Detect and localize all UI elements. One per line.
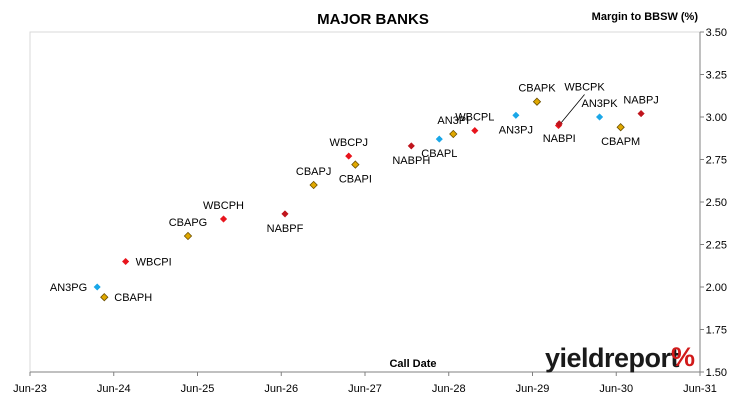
- y-tick-label: 3.25: [706, 70, 727, 82]
- leader-line-wbcpk: [560, 94, 585, 124]
- data-label-an3pi: AN3PI: [437, 115, 469, 127]
- chart-title: MAJOR BANKS: [317, 11, 429, 28]
- data-point-cbapm: [616, 123, 625, 132]
- axes-group: 1.50 1.75 2.00 2.25 2.50 2.75 3.00 3.25 3.50 Jun-…: [13, 27, 727, 395]
- x-tick-label: Jun-31: [683, 383, 717, 395]
- data-label-an3pg: AN3PG: [50, 282, 87, 294]
- y-tick-label: 2.00: [706, 282, 727, 294]
- x-tick-label: Jun-29: [516, 383, 550, 395]
- data-point-cbaph: [100, 293, 109, 302]
- data-label-wbcph: WBCPH: [203, 200, 244, 212]
- y-tick-label: 2.50: [706, 197, 727, 209]
- data-label-wbcpj: WBCPJ: [329, 137, 368, 149]
- data-point-an3pj: [512, 111, 520, 119]
- data-point-an3pi: [449, 129, 458, 139]
- data-label-nabpj: NABPJ: [623, 95, 658, 107]
- x-axis-label: Call Date: [389, 358, 436, 370]
- leader-lines-group: [560, 94, 585, 124]
- data-point-nabpj: [637, 109, 645, 118]
- data-label-cbapl: CBAPL: [421, 148, 457, 160]
- data-point-cbapi: [351, 160, 360, 169]
- x-tick-label: Jun-24: [97, 383, 131, 395]
- logo-percent-symbol: %: [671, 342, 695, 372]
- y-tick-label: 2.75: [706, 155, 727, 167]
- data-label-cbapi: CBAPI: [339, 174, 372, 186]
- y-tick-label: 1.50: [706, 367, 727, 379]
- data-point-nabpi: [555, 120, 563, 128]
- x-tick-label: Jun-27: [348, 383, 382, 395]
- yieldreport-logo: yieldreport %: [545, 342, 695, 373]
- data-point-wbcpl: [471, 126, 479, 135]
- data-point-cbapl: [435, 135, 443, 143]
- x-tick-label: Jun-30: [599, 383, 633, 395]
- x-tick-label: Jun-25: [181, 383, 215, 395]
- data-label-cbapk: CBAPK: [518, 83, 556, 95]
- data-point-wbcph: [219, 215, 228, 223]
- data-point-nabph: [407, 142, 415, 150]
- data-label-nabpi: NABPI: [543, 133, 576, 145]
- data-label-nabpf: NABPF: [267, 223, 304, 235]
- data-point-cbapg: [183, 231, 193, 241]
- y-tick-label: 3.00: [706, 112, 727, 124]
- data-label-nabph: NABPH: [392, 155, 430, 167]
- x-tick-label: Jun-23: [13, 383, 47, 395]
- y-tick-label: 2.25: [706, 240, 727, 252]
- data-point-nabpf: [281, 210, 289, 218]
- data-points-group: [93, 97, 645, 302]
- y-tick-label: 3.50: [706, 27, 727, 39]
- data-label-cbaph: CBAPH: [114, 292, 152, 304]
- data-label-an3pj: AN3PJ: [499, 124, 533, 136]
- data-label-wbcpl: WBCPL: [455, 112, 494, 124]
- data-point-an3pk: [595, 113, 604, 121]
- data-label-an3pk: AN3PK: [582, 98, 619, 110]
- y-tick-label: 1.75: [706, 325, 727, 337]
- data-label-wbcpk: WBCPK: [564, 82, 605, 94]
- data-point-wbcpj: [345, 152, 353, 160]
- data-label-wbcpi: WBCPI: [136, 257, 172, 269]
- data-point-cbapj: [309, 180, 318, 190]
- data-labels-group: AN3PG CBAPH WBCPI CBAPG WBCPH NABPF CBAPJ WBCPJ…: [50, 82, 659, 305]
- data-point-wbcpi: [121, 257, 130, 266]
- y-axis-label: Margin to BBSW (%): [592, 11, 699, 23]
- x-tick-label: Jun-28: [432, 383, 466, 395]
- x-tick-label: Jun-26: [264, 383, 298, 395]
- logo-wordmark: yieldreport: [545, 343, 680, 373]
- data-point-an3pg: [93, 283, 101, 291]
- data-point-cbapk: [532, 97, 542, 106]
- data-label-cbapg: CBAPG: [169, 217, 208, 229]
- data-label-cbapm: CBAPM: [601, 136, 640, 148]
- data-label-cbapj: CBAPJ: [296, 166, 331, 178]
